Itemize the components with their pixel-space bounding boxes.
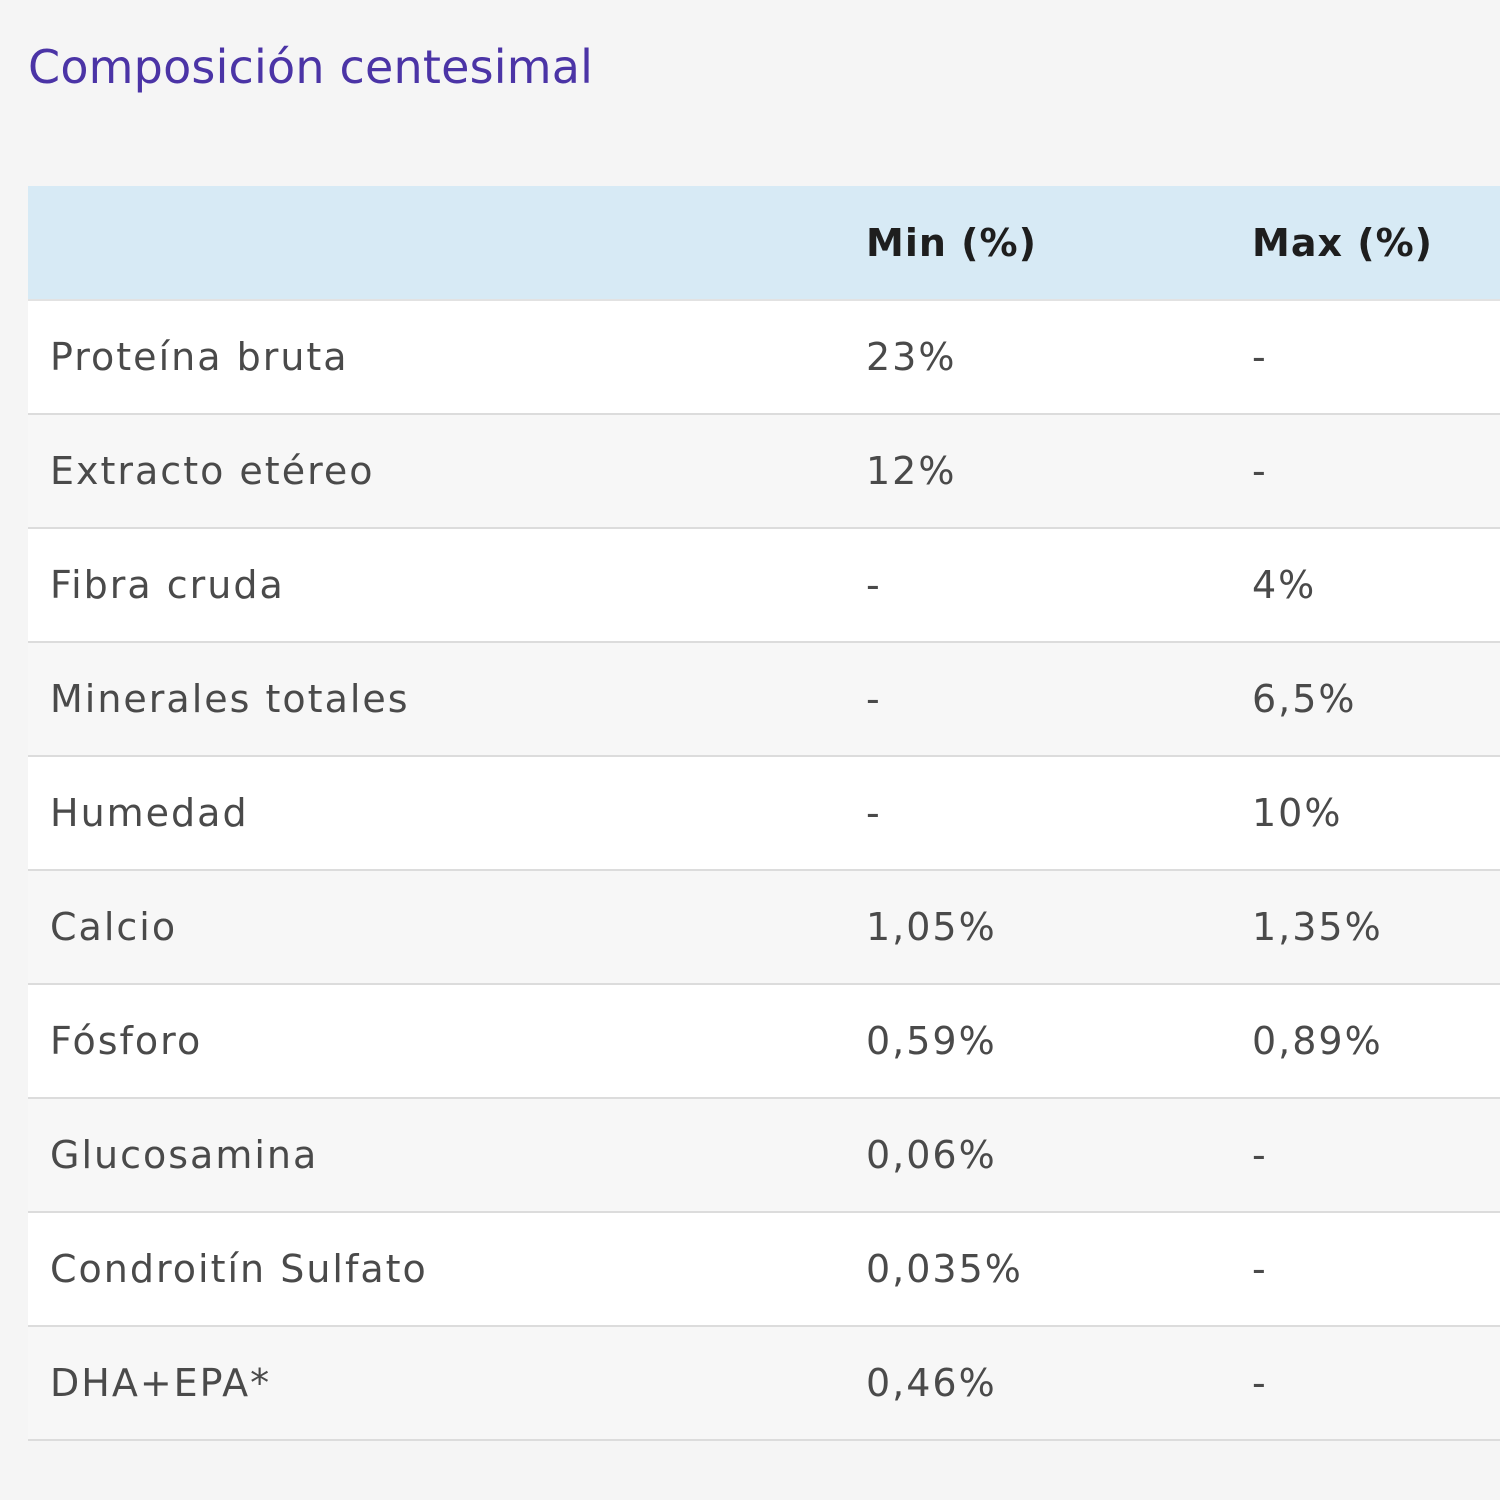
max-value-cell: -: [1252, 449, 1268, 493]
max-value-cell: 10%: [1252, 791, 1343, 835]
min-value-cell: -: [866, 791, 882, 835]
max-value-cell: 1,35%: [1252, 905, 1383, 949]
nutrient-name-cell: Fósforo: [50, 1019, 203, 1063]
composition-table-container: Min (%) Max (%) Proteína bruta 23% - Extrac…: [28, 186, 1500, 1441]
max-value-cell: -: [1252, 1133, 1268, 1177]
table-row: Fósforo 0,59% 0,89%: [28, 984, 1500, 1098]
table-row: Minerales totales - 6,5%: [28, 642, 1500, 756]
min-value-cell: 0,06%: [866, 1133, 997, 1177]
table-row: Calcio 1,05% 1,35%: [28, 870, 1500, 984]
table-row: Glucosamina 0,06% -: [28, 1098, 1500, 1212]
table-row: Humedad - 10%: [28, 756, 1500, 870]
nutrient-name-cell: Condroitín Sulfato: [50, 1247, 428, 1291]
nutrient-name-cell: Humedad: [50, 791, 249, 835]
nutrient-name-cell: Glucosamina: [50, 1133, 319, 1177]
nutrient-name-cell: Proteína bruta: [50, 335, 349, 379]
table-row: Extracto etéreo 12% -: [28, 414, 1500, 528]
min-value-cell: -: [866, 563, 882, 607]
max-value-cell: 6,5%: [1252, 677, 1357, 721]
min-value-cell: 0,46%: [866, 1361, 997, 1405]
min-value-cell: 1,05%: [866, 905, 997, 949]
max-value-cell: 0,89%: [1252, 1019, 1383, 1063]
nutrient-name-cell: Fibra cruda: [50, 563, 285, 607]
table-row: Proteína bruta 23% -: [28, 300, 1500, 414]
nutrient-name-cell: Calcio: [50, 905, 178, 949]
max-value-cell: -: [1252, 335, 1268, 379]
max-value-cell: -: [1252, 1247, 1268, 1291]
nutrient-name-cell: Extracto etéreo: [50, 449, 375, 493]
table-row: DHA+EPA* 0,46% -: [28, 1326, 1500, 1440]
composition-table: Min (%) Max (%) Proteína bruta 23% - Extrac…: [28, 186, 1500, 1441]
page-title: Composición centesimal: [28, 40, 594, 94]
max-value-cell: -: [1252, 1361, 1268, 1405]
min-value-cell: 0,59%: [866, 1019, 997, 1063]
table-header: Min (%) Max (%): [28, 186, 1500, 300]
nutrient-name-cell: Minerales totales: [50, 677, 410, 721]
table-row: Fibra cruda - 4%: [28, 528, 1500, 642]
max-value-cell: 4%: [1252, 563, 1317, 607]
table-body: Proteína bruta 23% - Extracto etéreo 12% - Fib…: [28, 300, 1500, 1440]
nutrient-name-cell: DHA+EPA*: [50, 1361, 272, 1405]
table-row: Condroitín Sulfato 0,035% -: [28, 1212, 1500, 1326]
min-value-cell: -: [866, 677, 882, 721]
table-header-row: Min (%) Max (%): [28, 186, 1500, 300]
min-value-cell: 12%: [866, 449, 957, 493]
min-value-cell: 23%: [866, 335, 957, 379]
column-header-max: Max (%): [1252, 220, 1434, 265]
min-value-cell: 0,035%: [866, 1247, 1023, 1291]
column-header-nutrient: [28, 186, 842, 300]
column-header-min: Min (%): [866, 220, 1037, 265]
